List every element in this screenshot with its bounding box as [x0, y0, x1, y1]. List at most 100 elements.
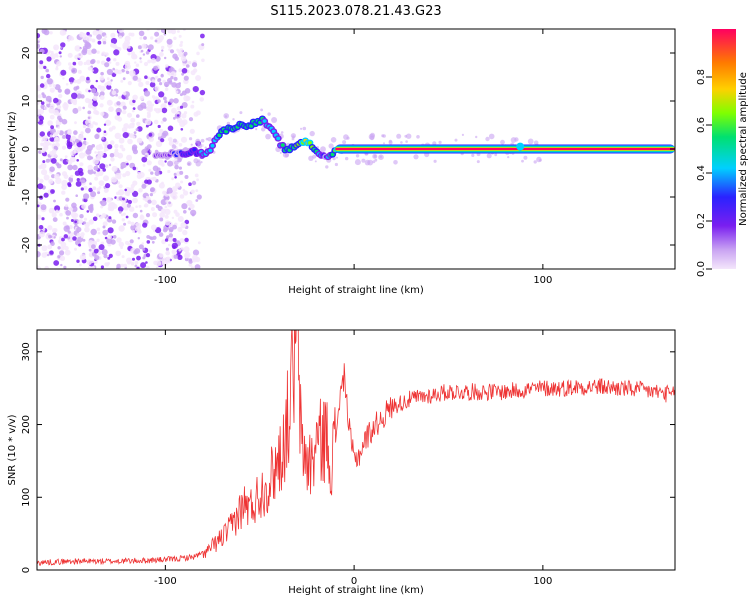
colorbar-tick-label: 0.4 [696, 165, 707, 181]
ridge-halo-speck [267, 112, 271, 116]
noise-speck [118, 196, 124, 201]
noise-speck [95, 172, 100, 177]
noise-speck [143, 36, 147, 40]
noise-speck [151, 199, 157, 206]
noise-speck [72, 99, 78, 104]
ridge-halo-speck [330, 137, 337, 143]
noise-speck [182, 229, 188, 236]
noise-speck [117, 206, 124, 212]
ridge-halo-speck [416, 135, 420, 139]
noise-speck [164, 238, 169, 242]
noise-speck [168, 201, 172, 205]
spectrogram-x-tick-label: 100 [533, 275, 552, 286]
noise-speck [64, 88, 71, 95]
noise-speck [168, 80, 173, 85]
noise-speck [53, 260, 60, 266]
ridge-halo-speck [471, 153, 475, 157]
noise-speck [74, 247, 77, 251]
noise-speck [94, 122, 98, 126]
noise-speck [172, 224, 178, 230]
noise-speck [111, 43, 115, 47]
noise-speck [57, 88, 62, 93]
noise-speck [93, 171, 97, 175]
noise-speck [195, 110, 201, 116]
colorbar-tick-label: 0.2 [696, 213, 707, 229]
noise-speck [80, 235, 84, 239]
ridge-halo-speck [332, 156, 336, 161]
noise-speck [63, 234, 68, 239]
noise-speck [88, 219, 94, 225]
ridge-halo-speck [494, 153, 498, 157]
noise-speck [61, 118, 68, 125]
noise-speck [163, 81, 170, 88]
noise-speck [110, 157, 115, 162]
noise-speck [174, 158, 178, 162]
ridge-halo-speck [355, 154, 360, 158]
noise-speck [63, 265, 67, 269]
noise-speck [62, 134, 67, 139]
noise-speck [54, 173, 60, 180]
ridge-halo-speck [367, 159, 374, 166]
noise-speck [96, 60, 101, 64]
noise-speck [55, 112, 60, 116]
noise-speck [106, 57, 111, 62]
noise-speck [65, 197, 70, 202]
noise-speck [200, 33, 205, 39]
noise-speck [188, 182, 192, 186]
noise-speck [75, 85, 80, 90]
ridge-halo-speck [325, 165, 329, 169]
noise-speck [184, 219, 190, 225]
noise-speck [188, 117, 194, 122]
noise-speck [165, 64, 169, 68]
noise-speck [188, 258, 193, 262]
ridge-halo-speck [485, 136, 490, 142]
noise-speck [45, 68, 49, 73]
noise-speck [163, 96, 167, 101]
noise-speck [105, 263, 110, 267]
noise-speck [140, 214, 144, 218]
ridge-halo-speck [200, 138, 205, 143]
noise-speck [106, 99, 113, 106]
noise-speck [66, 141, 73, 148]
ridge-halo-speck [197, 143, 203, 149]
noise-speck [103, 123, 107, 126]
noise-speck [179, 170, 184, 175]
noise-speck [132, 180, 138, 186]
noise-speck [83, 193, 90, 200]
noise-speck [158, 182, 165, 189]
noise-speck [148, 113, 151, 117]
noise-speck [37, 43, 40, 49]
ridge-halo-speck [413, 154, 419, 160]
noise-speck [179, 93, 183, 97]
noise-speck [37, 201, 40, 205]
noise-speck [61, 184, 68, 191]
noise-speck [161, 107, 168, 114]
noise-speck [43, 106, 48, 111]
noise-speck [157, 132, 162, 137]
noise-speck [129, 122, 135, 129]
noise-speck [107, 144, 113, 150]
noise-speck [109, 153, 115, 158]
noise-speck [81, 32, 87, 38]
noise-speck [152, 212, 158, 218]
noise-speck [180, 128, 184, 131]
noise-speck [116, 112, 121, 116]
noise-speck [148, 132, 153, 137]
noise-speck [171, 249, 177, 255]
noise-speck [57, 126, 60, 129]
noise-speck [116, 175, 122, 180]
noise-speck [77, 60, 83, 66]
noise-speck [124, 188, 127, 192]
noise-speck [59, 255, 66, 261]
noise-speck [37, 85, 42, 92]
noise-speck [161, 239, 167, 245]
noise-speck [88, 89, 91, 93]
noise-speck [120, 263, 124, 268]
noise-speck [53, 236, 56, 239]
noise-speck [69, 232, 74, 238]
noise-speck [67, 159, 73, 165]
noise-speck [149, 193, 153, 197]
noise-speck [108, 127, 114, 132]
noise-speck [122, 132, 129, 139]
noise-speck [132, 99, 136, 104]
